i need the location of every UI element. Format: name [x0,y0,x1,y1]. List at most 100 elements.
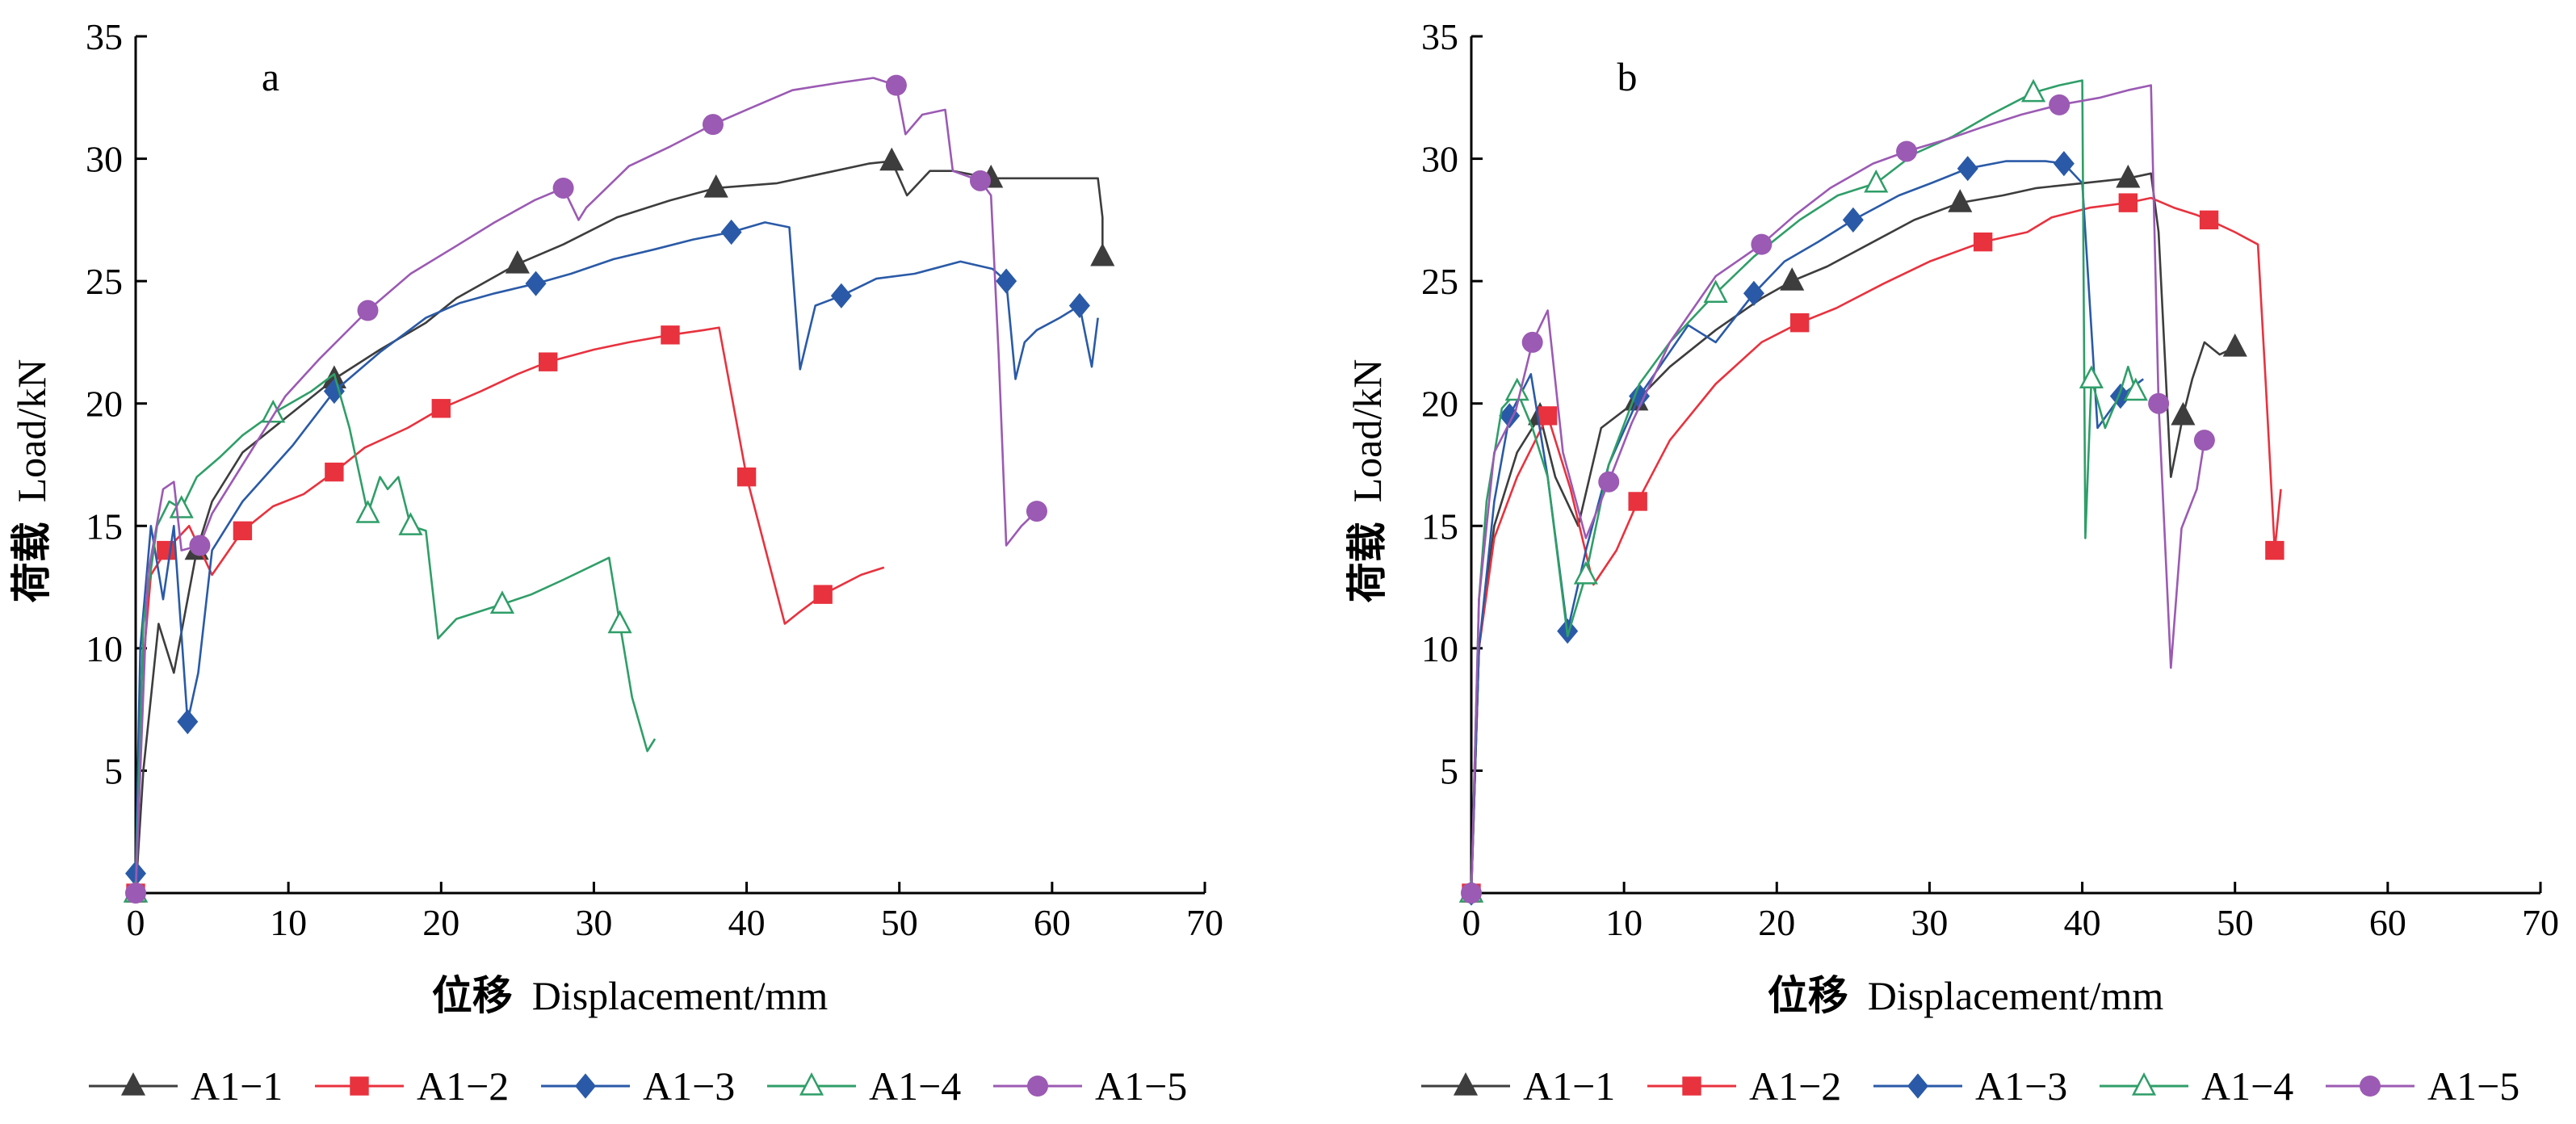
legend-label: A1−4 [869,1063,961,1109]
y-axis-title: 荷载 Load/kN [1344,359,1391,603]
series-marker [1504,377,1529,401]
y-tick-label: 25 [86,261,123,302]
series-marker [1896,140,1918,162]
panel-letter: a [262,54,279,99]
series-marker [505,250,530,274]
legend-label: A1−2 [417,1063,509,1109]
legend-label: A1−5 [1095,1063,1187,1109]
y-tick-label: 5 [104,750,123,791]
series-4 [1458,78,2148,903]
series-marker [2053,151,2075,177]
series-marker [2265,540,2284,560]
legend-label: A1−5 [2427,1063,2519,1109]
series-marker [720,219,742,245]
y-tick-label: 30 [1421,139,1458,180]
x-tick-label: 60 [1034,902,1071,943]
x-tick-label: 10 [270,902,307,943]
series-5 [1461,84,2215,904]
legend: A1−1 A1−2 A1−3 A1−4 A1−5 [89,1063,1187,1109]
series-line [134,160,1104,894]
y-tick-label: 30 [86,139,123,180]
series-marker [398,512,423,535]
y-tick-label: 15 [86,505,123,547]
series-marker [125,883,146,904]
y-axis-title-en: Load/kN [9,359,54,503]
legend-marker [1453,1072,1479,1096]
y-axis-title-cn: 荷载 [8,522,55,602]
series-marker [885,74,907,96]
series-marker [1499,403,1521,429]
series-line [134,372,657,894]
series-marker [1842,207,1864,233]
x-tick-label: 10 [1605,902,1643,943]
legend-marker [2131,1072,2157,1096]
y-axis-title-cn: 荷载 [1344,522,1391,602]
x-axis-title: 位移 Displacement/mm [432,972,829,1019]
series-marker [702,114,724,136]
y-tick-label: 10 [86,628,123,669]
series-marker [2049,94,2070,115]
series-marker [2020,78,2046,103]
series-line [134,77,1038,894]
legend: A1−1 A1−2 A1−3 A1−4 A1−5 [1421,1063,2519,1109]
series-marker [357,300,379,321]
legend-label: A1−3 [643,1063,735,1109]
series-marker [969,170,991,191]
panel-letter: b [1617,54,1638,99]
x-tick-label: 20 [1758,902,1795,943]
series-marker [1521,331,1543,353]
series-marker [736,467,757,487]
series-marker [1703,279,1728,303]
series-1 [1458,164,2247,903]
legend-label: A1−4 [2201,1063,2293,1109]
x-tick-label: 50 [881,902,918,943]
series-marker [261,399,286,423]
series-marker [323,378,345,405]
series-marker [607,610,632,634]
series-marker [996,268,1017,294]
series-marker [1598,471,1620,493]
series-marker [1948,189,1973,212]
legend-marker [350,1076,369,1096]
x-tick-label: 30 [1911,902,1948,943]
legend-label: A1−3 [1975,1063,2067,1109]
series-marker [1751,233,1773,255]
series-2 [126,325,885,903]
series-marker [2116,164,2141,188]
series-marker [189,535,211,556]
x-tick-label: 50 [2217,902,2254,943]
y-tick-label: 5 [1440,750,1458,791]
x-tick-label: 0 [1462,902,1481,943]
series-marker [2222,333,2247,357]
series-marker [325,462,344,482]
series-marker [2118,193,2138,212]
series-4 [123,372,657,903]
series-line [1470,79,2138,894]
legend-label: A1−2 [1749,1063,1841,1109]
y-tick-label: 25 [1421,261,1458,302]
series-marker [1957,156,1978,182]
series-marker [830,283,852,308]
series-2 [1462,193,2284,903]
series-marker [2193,430,2215,451]
y-tick-label: 20 [86,384,123,425]
series-marker [1743,280,1764,306]
series-marker [1538,406,1558,426]
panel-a: 0 10 20 30 40 50 60 70 5 10 15 20 25 30 35 a 位移 Displacem… [8,16,1223,1109]
x-tick-label: 40 [2064,902,2101,943]
series-marker [538,352,558,371]
y-tick-label: 15 [1421,505,1458,547]
series-marker [431,399,451,418]
x-tick-label: 20 [422,902,459,943]
series-marker [355,500,380,523]
x-axis-title-en: Displacement/mm [532,973,829,1018]
series-marker [2148,392,2170,414]
series-marker [1068,292,1090,319]
x-tick-label: 70 [2522,902,2559,943]
x-axis-title-cn: 位移 [1768,972,1848,1019]
series-5 [125,74,1047,904]
x-axis-title: 位移 Displacement/mm [1768,972,2164,1019]
x-tick-label: 30 [575,902,612,943]
series-marker [2171,401,2196,426]
